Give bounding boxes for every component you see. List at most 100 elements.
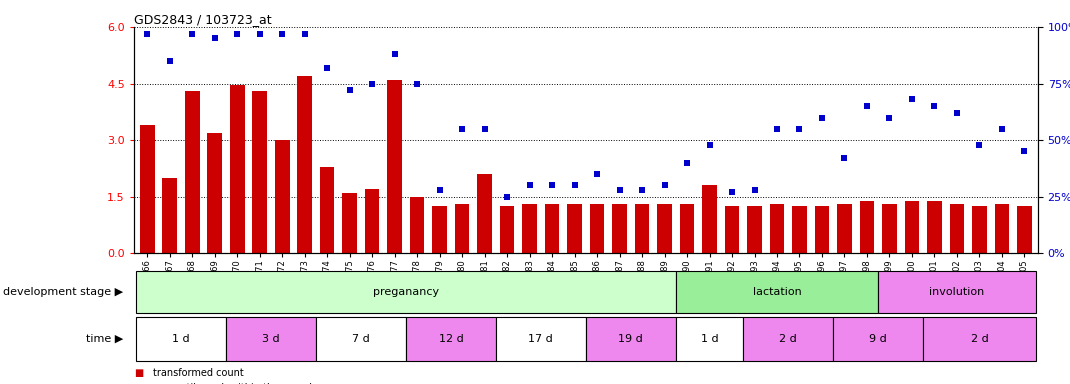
Bar [275, 140, 290, 253]
Bar [185, 91, 199, 253]
Bar [679, 204, 694, 253]
Bar [500, 206, 515, 253]
Bar [904, 200, 919, 253]
Text: ■: ■ [134, 383, 143, 384]
Point [993, 126, 1010, 132]
Point [364, 81, 381, 87]
Bar [612, 204, 627, 253]
Point [836, 155, 853, 161]
Point [768, 126, 785, 132]
Bar [724, 206, 739, 253]
Bar [995, 204, 1009, 253]
Text: 19 d: 19 d [618, 334, 643, 344]
Bar [297, 76, 312, 253]
Point [791, 126, 808, 132]
Bar [859, 200, 874, 253]
Bar [477, 174, 492, 253]
Point [184, 31, 201, 37]
Point [476, 126, 493, 132]
Point [611, 187, 628, 193]
Bar [320, 167, 335, 253]
Point [207, 35, 224, 41]
Bar [230, 85, 245, 253]
Text: 12 d: 12 d [439, 334, 463, 344]
Bar [837, 204, 852, 253]
Bar [455, 204, 470, 253]
Point [544, 182, 561, 189]
Bar [365, 189, 380, 253]
Point [881, 114, 898, 121]
Text: involution: involution [930, 287, 984, 297]
Bar [882, 204, 897, 253]
Bar [747, 206, 762, 253]
Point [319, 65, 336, 71]
Bar [567, 204, 582, 253]
Point [970, 142, 988, 148]
Point [162, 58, 179, 64]
Point [746, 187, 763, 193]
Bar [878, 271, 1036, 313]
Text: 1 d: 1 d [172, 334, 189, 344]
Bar [927, 200, 942, 253]
Point [274, 31, 291, 37]
Point [656, 182, 673, 189]
Point [296, 31, 314, 37]
Point [701, 142, 718, 148]
Bar [140, 125, 154, 253]
Point [341, 87, 358, 93]
Text: 7 d: 7 d [352, 334, 370, 344]
Point [386, 51, 403, 57]
Point [858, 103, 875, 109]
Bar [208, 132, 223, 253]
Bar [814, 206, 829, 253]
Point [139, 31, 156, 37]
Bar [342, 193, 357, 253]
Bar [586, 317, 676, 361]
Bar [702, 185, 717, 253]
Bar [676, 317, 744, 361]
Bar [387, 80, 402, 253]
Bar [657, 204, 672, 253]
Point [926, 103, 943, 109]
Text: transformed count: transformed count [153, 368, 244, 378]
Text: lactation: lactation [752, 287, 801, 297]
Text: 1 d: 1 d [701, 334, 718, 344]
Point [431, 187, 448, 193]
Point [588, 171, 606, 177]
Text: ■: ■ [134, 368, 143, 378]
Bar [635, 204, 649, 253]
Text: 9 d: 9 d [869, 334, 887, 344]
Bar [923, 317, 1036, 361]
Point [409, 81, 426, 87]
Point [678, 160, 696, 166]
Bar [973, 206, 987, 253]
Bar [522, 204, 537, 253]
Point [499, 194, 516, 200]
Point [723, 189, 740, 195]
Text: 2 d: 2 d [779, 334, 797, 344]
Bar [136, 317, 226, 361]
Bar [834, 317, 923, 361]
Point [521, 182, 538, 189]
Bar [253, 91, 268, 253]
Bar [406, 317, 495, 361]
Bar [495, 317, 585, 361]
Text: time ▶: time ▶ [86, 334, 123, 344]
Text: 3 d: 3 d [262, 334, 279, 344]
Bar [1018, 206, 1031, 253]
Text: development stage ▶: development stage ▶ [3, 287, 123, 297]
Bar [545, 204, 560, 253]
Point [813, 114, 830, 121]
Text: preganancy: preganancy [372, 287, 439, 297]
Bar [226, 317, 316, 361]
Text: 17 d: 17 d [529, 334, 553, 344]
Point [229, 31, 246, 37]
Text: percentile rank within the sample: percentile rank within the sample [153, 383, 318, 384]
Bar [316, 317, 406, 361]
Bar [769, 204, 784, 253]
Bar [792, 206, 807, 253]
Point [454, 126, 471, 132]
Bar [163, 178, 177, 253]
Bar [410, 197, 425, 253]
Text: GDS2843 / 103723_at: GDS2843 / 103723_at [134, 13, 272, 26]
